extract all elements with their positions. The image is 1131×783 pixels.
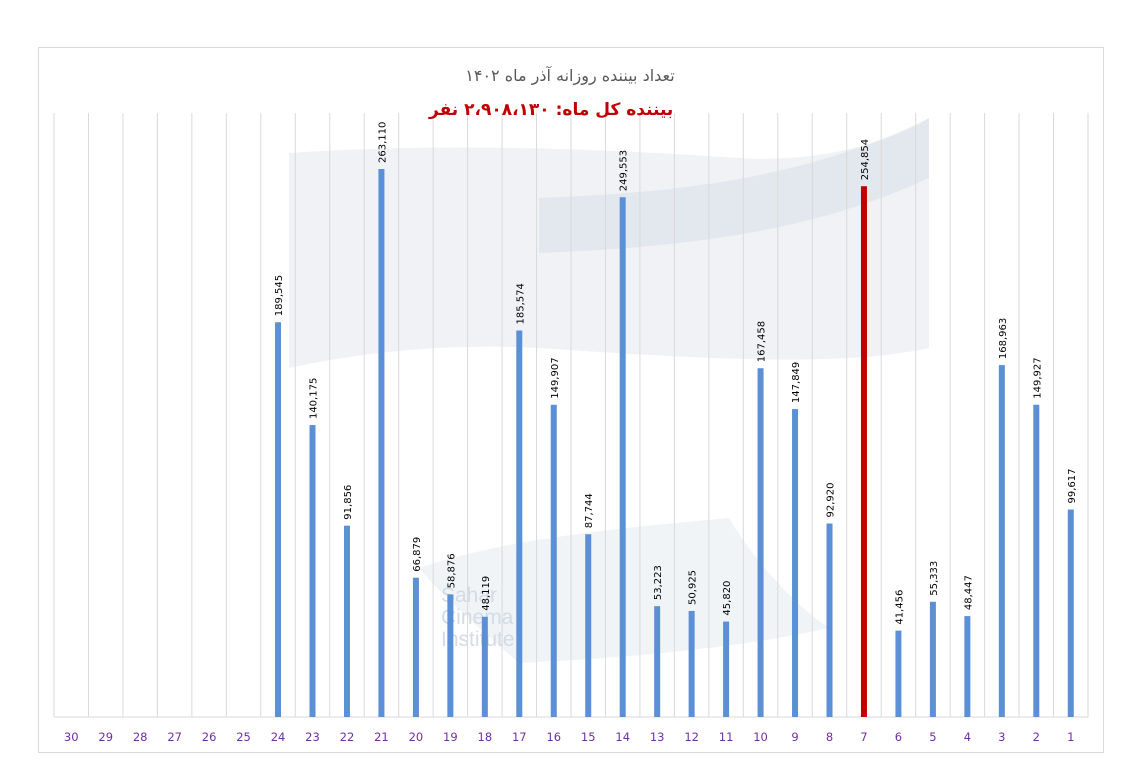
x-tick-label: 6 xyxy=(895,730,902,744)
x-tick-label: 16 xyxy=(546,730,561,744)
bar-day-15 xyxy=(585,534,592,717)
data-label-day-8: 92,920 xyxy=(826,482,837,517)
bar-day-18 xyxy=(481,616,488,717)
data-label-day-18: 48,119 xyxy=(481,576,492,611)
x-tick-label: 3 xyxy=(998,730,1005,744)
data-label-day-13: 53,223 xyxy=(653,565,664,600)
bar-day-21 xyxy=(378,169,385,717)
x-tick-label: 11 xyxy=(719,730,734,744)
x-tick-label: 8 xyxy=(826,730,833,744)
x-tick-label: 2 xyxy=(1033,730,1040,744)
bar-day-7 xyxy=(860,186,867,718)
x-tick-label: 28 xyxy=(133,730,148,744)
x-tick-label: 19 xyxy=(443,730,458,744)
data-label-day-6: 41,456 xyxy=(894,590,905,625)
bar-day-24 xyxy=(275,322,282,717)
bar-day-6 xyxy=(895,630,902,717)
data-label-day-9: 147,849 xyxy=(791,362,802,403)
x-tick-label: 23 xyxy=(305,730,320,744)
data-label-day-7: 254,854 xyxy=(860,139,871,180)
data-label-day-24: 189,545 xyxy=(274,275,285,316)
data-label-day-3: 168,963 xyxy=(998,318,1009,359)
bar-day-8 xyxy=(826,523,833,717)
bar-day-20 xyxy=(412,577,419,717)
bar-day-16 xyxy=(550,404,557,717)
bar-day-3 xyxy=(998,365,1005,717)
bar-day-9 xyxy=(792,409,799,717)
watermark-line-3: Institute xyxy=(441,628,515,651)
x-tick-label: 26 xyxy=(202,730,217,744)
data-label-day-16: 149,907 xyxy=(550,357,561,398)
bar-day-2 xyxy=(1033,404,1040,717)
bar-day-14 xyxy=(619,197,626,717)
bar-day-4 xyxy=(964,616,971,717)
x-tick-label: 24 xyxy=(271,730,286,744)
bar-day-12 xyxy=(688,610,695,717)
watermark-line-1: Sahar xyxy=(441,584,497,607)
x-tick-label: 9 xyxy=(791,730,798,744)
watermark-line-2: Cinema xyxy=(441,606,514,629)
bar-day-5 xyxy=(929,601,936,717)
x-tick-label: 30 xyxy=(64,730,79,744)
data-label-day-22: 91,856 xyxy=(343,485,354,520)
bar-day-1 xyxy=(1067,509,1074,717)
bar-day-17 xyxy=(516,330,523,717)
bar-day-10 xyxy=(757,368,764,717)
x-tick-label: 25 xyxy=(236,730,251,744)
x-tick-label: 7 xyxy=(860,730,867,744)
x-tick-label: 5 xyxy=(929,730,936,744)
x-tick-label: 12 xyxy=(684,730,699,744)
data-label-day-5: 55,333 xyxy=(929,561,940,596)
data-label-day-14: 249,553 xyxy=(619,150,630,191)
data-label-day-11: 45,820 xyxy=(722,581,733,616)
x-tick-label: 29 xyxy=(98,730,113,744)
x-tick-label: 1 xyxy=(1067,730,1074,744)
x-tick-label: 18 xyxy=(478,730,493,744)
bar-day-13 xyxy=(654,606,661,717)
bar-day-11 xyxy=(723,621,730,717)
data-label-day-21: 263,110 xyxy=(377,122,388,163)
data-label-day-12: 50,925 xyxy=(688,570,699,605)
bar-chart: Sahar Cinema Institute 99,617 149,927 168,… xyxy=(53,66,1089,744)
bar-day-19 xyxy=(447,594,454,717)
data-label-day-19: 58,876 xyxy=(446,553,457,588)
data-labels: 99,617 149,927 168,963 48,447 55,333 41,456 25… xyxy=(274,122,1078,625)
data-label-day-20: 66,879 xyxy=(412,537,423,572)
bar-day-22 xyxy=(343,525,350,717)
data-label-day-23: 140,175 xyxy=(309,378,320,419)
chart-title: تعداد بیننده روزانه آذر ماه ۱۴۰۲ xyxy=(465,66,674,86)
bars xyxy=(275,169,1074,718)
x-tick-label: 20 xyxy=(409,730,424,744)
data-label-day-15: 87,744 xyxy=(584,493,595,528)
data-label-day-10: 167,458 xyxy=(757,321,768,362)
gridlines xyxy=(53,113,1089,717)
x-tick-label: 14 xyxy=(615,730,630,744)
x-tick-label: 13 xyxy=(650,730,665,744)
bar-day-23 xyxy=(309,425,316,717)
x-tick-label: 4 xyxy=(964,730,971,744)
data-label-day-1: 99,617 xyxy=(1067,469,1078,504)
x-tick-label: 17 xyxy=(512,730,527,744)
x-tick-label: 15 xyxy=(581,730,596,744)
x-axis-ticks: 1234567891011121314151617181920212223242… xyxy=(64,730,1075,744)
chart-area: Sahar Cinema Institute 99,617 149,927 168,… xyxy=(38,47,1104,753)
x-tick-label: 10 xyxy=(753,730,768,744)
x-tick-label: 21 xyxy=(374,730,389,744)
data-label-day-4: 48,447 xyxy=(963,575,974,610)
data-label-day-2: 149,927 xyxy=(1032,357,1043,398)
watermark-film-strip xyxy=(289,118,929,663)
monthly-total-label: بیننده کل ماه: ۲،۹۰۸،۱۳۰ نفر xyxy=(428,100,673,120)
data-label-day-17: 185,574 xyxy=(515,283,526,324)
x-tick-label: 22 xyxy=(340,730,355,744)
x-tick-label: 27 xyxy=(167,730,182,744)
